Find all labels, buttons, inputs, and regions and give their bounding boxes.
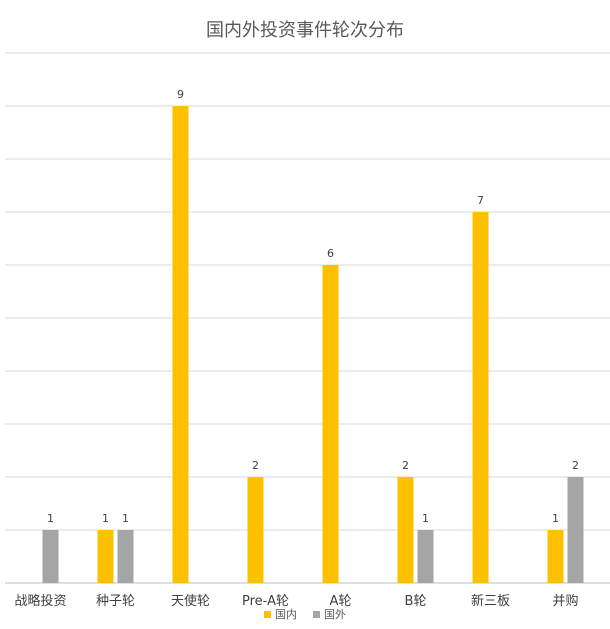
bar-domestic	[97, 530, 114, 583]
x-tick-label: 战略投资	[14, 593, 66, 609]
x-tick-label: 种子轮	[96, 594, 135, 609]
chart-title: 国内外投资事件轮次分布	[206, 20, 404, 41]
bar-foreign	[117, 530, 134, 583]
data-label: 1	[122, 512, 129, 525]
bar-domestic	[172, 106, 189, 583]
data-label: 2	[252, 459, 259, 472]
data-label: 2	[572, 459, 579, 472]
data-label: 1	[552, 512, 559, 525]
x-tick-label: 天使轮	[171, 593, 210, 609]
data-label: 9	[177, 88, 184, 101]
bar-domestic	[547, 530, 564, 583]
legend-item-foreign: 国外	[313, 606, 346, 622]
legend-swatch-domestic	[264, 610, 271, 618]
bar-foreign	[42, 530, 59, 583]
bar-domestic	[397, 477, 414, 583]
legend-label-foreign: 国外	[324, 608, 346, 621]
legend-item-domestic: 国内	[264, 606, 297, 622]
bar-domestic	[247, 477, 264, 583]
x-tick-label: Pre-A轮	[242, 594, 289, 609]
chart-legend: 国内 国外	[0, 606, 610, 622]
legend-label-domestic: 国内	[275, 608, 297, 621]
bar-foreign	[417, 530, 434, 583]
x-tick-label: 新三板	[471, 593, 510, 609]
x-tick-label: B轮	[405, 594, 427, 609]
data-label: 1	[102, 512, 109, 525]
data-label: 7	[477, 194, 484, 207]
bar-domestic	[472, 212, 489, 583]
x-tick-label: A轮	[330, 594, 352, 609]
data-label: 6	[327, 247, 334, 260]
data-label: 1	[422, 512, 429, 525]
bar-foreign	[567, 477, 584, 583]
data-label: 2	[402, 459, 409, 472]
data-label: 1	[47, 512, 54, 525]
x-tick-label: 并购	[552, 593, 578, 609]
bar-domestic	[322, 265, 339, 583]
legend-swatch-foreign	[313, 610, 320, 618]
